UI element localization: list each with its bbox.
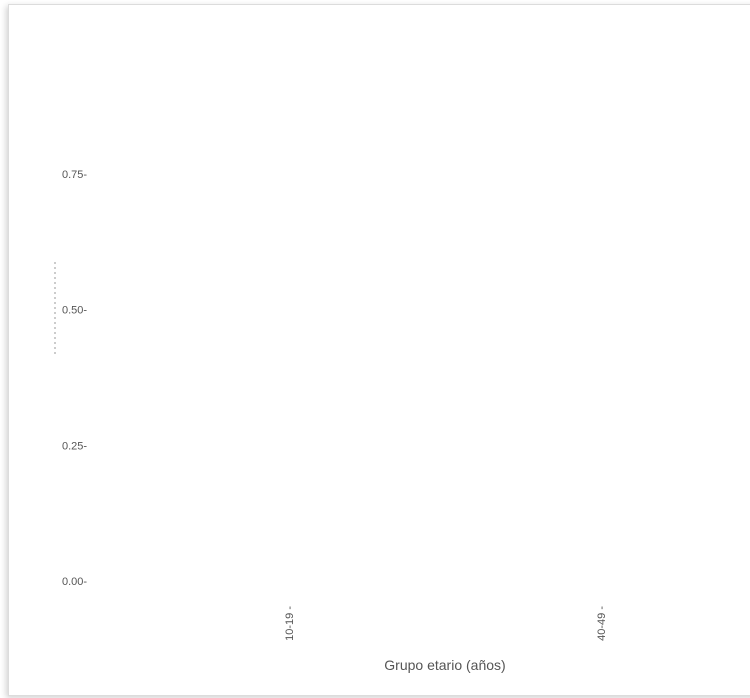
x-axis-title: Grupo etario (años) — [384, 657, 505, 673]
y-tick-label: 0.75- — [62, 169, 87, 181]
chart-panel — [8, 4, 750, 696]
y-tick-label: 0.00- — [62, 576, 87, 588]
x-tick-label: 10-19 - — [284, 606, 296, 641]
x-axis: 10-19 - 40-49 - — [284, 606, 608, 641]
x-tick-label: 40-49 - — [596, 606, 608, 641]
y-tick-label: 0.50- — [62, 305, 87, 317]
y-axis: 0.00- 0.25- 0.50- 0.75- — [62, 169, 87, 588]
y-tick-label: 0.25- — [62, 440, 87, 452]
